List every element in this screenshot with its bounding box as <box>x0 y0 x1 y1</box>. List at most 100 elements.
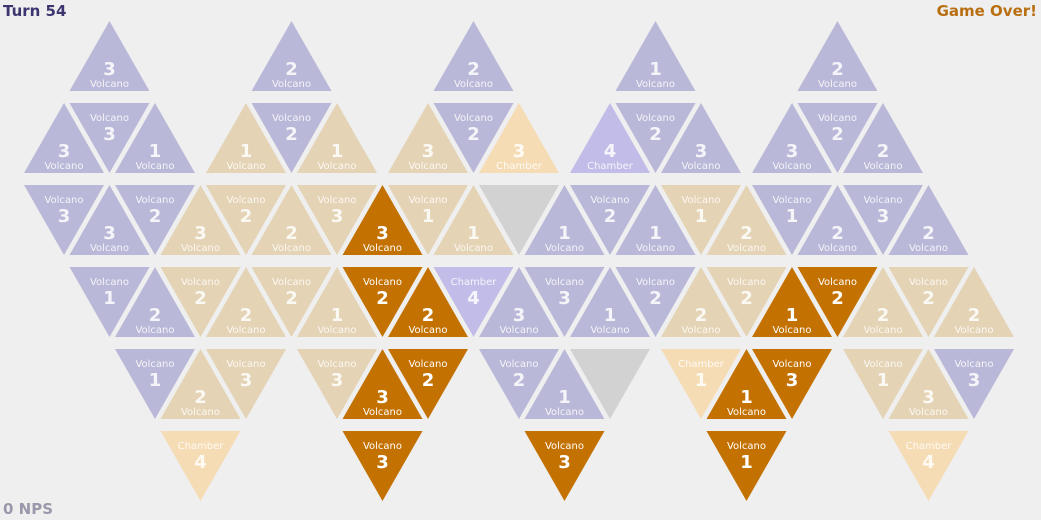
tile-shape <box>524 349 605 419</box>
tile-type-label: Volcano <box>90 277 129 288</box>
tile-type-label: Volcano <box>772 359 811 370</box>
tile-shape <box>69 21 150 91</box>
tile-type-label: Volcano <box>863 195 902 206</box>
tile-value: 2 <box>149 206 162 227</box>
tile-value: 1 <box>649 59 662 80</box>
tile-value: 3 <box>558 452 571 473</box>
tile-value: 3 <box>103 124 116 145</box>
tile-type-label: Volcano <box>408 325 447 336</box>
tile-type-label: Volcano <box>636 113 675 124</box>
tile-shape <box>797 21 878 91</box>
board-tile[interactable] <box>479 185 559 255</box>
board-tile[interactable] <box>570 349 650 419</box>
tile-shape <box>297 185 377 255</box>
tile-value: 3 <box>877 206 890 227</box>
tile-shape <box>661 349 741 419</box>
tile-shape <box>251 103 332 173</box>
tile-type-label: Volcano <box>818 113 857 124</box>
tile-value: 3 <box>786 141 799 162</box>
tile-type-label: Volcano <box>181 407 220 418</box>
tile-shape <box>206 103 286 173</box>
